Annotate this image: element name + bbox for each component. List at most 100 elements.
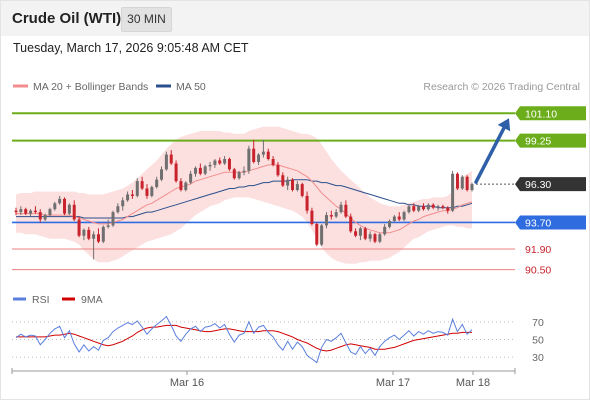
rsi-line bbox=[15, 315, 473, 364]
candle bbox=[130, 190, 134, 199]
candle bbox=[286, 176, 290, 190]
candle bbox=[281, 172, 285, 188]
candle bbox=[140, 176, 144, 190]
candle-body bbox=[121, 200, 125, 207]
candle-body bbox=[14, 210, 18, 213]
candle-body bbox=[358, 228, 362, 236]
candle-body bbox=[373, 234, 377, 242]
candle bbox=[324, 212, 328, 229]
candle-body bbox=[402, 212, 406, 220]
candle bbox=[397, 212, 401, 221]
candle-body bbox=[436, 206, 440, 208]
candle bbox=[334, 209, 338, 219]
candle bbox=[116, 203, 120, 214]
candle-body bbox=[237, 172, 241, 179]
ma50-line bbox=[16, 179, 473, 219]
candle bbox=[218, 157, 222, 165]
candle bbox=[291, 178, 295, 192]
timeframe-badge[interactable]: 30 MIN bbox=[121, 7, 172, 32]
candle bbox=[451, 170, 455, 213]
candle bbox=[14, 207, 18, 216]
candle bbox=[96, 228, 100, 244]
candle-body bbox=[106, 225, 110, 227]
candle-body bbox=[271, 159, 275, 165]
bollinger-band-area bbox=[16, 126, 472, 264]
candle bbox=[402, 210, 406, 221]
candle-body bbox=[315, 223, 319, 245]
candle-body bbox=[388, 220, 392, 227]
x-tick-label: Mar 17 bbox=[376, 377, 410, 389]
candle bbox=[189, 170, 193, 185]
candle-body bbox=[101, 226, 105, 242]
candle bbox=[470, 182, 474, 192]
candle bbox=[184, 181, 188, 192]
candle-body bbox=[169, 154, 173, 164]
ma20-legend-label: MA 20 + Bollinger Bands bbox=[33, 81, 148, 93]
candle bbox=[252, 139, 256, 164]
candle bbox=[213, 159, 217, 168]
rsi-legend: RSI 9MA bbox=[13, 294, 103, 306]
candle bbox=[295, 181, 299, 192]
candle-body bbox=[48, 209, 52, 216]
candle bbox=[455, 172, 459, 190]
candle-body bbox=[77, 219, 81, 236]
level-label-90.50: 90.50 bbox=[525, 265, 551, 277]
candle bbox=[111, 210, 115, 227]
candle-body bbox=[96, 234, 100, 242]
candle bbox=[349, 213, 353, 233]
research-credit: Research © 2026 Trading Central bbox=[423, 81, 580, 93]
candle bbox=[126, 191, 130, 202]
candle-body bbox=[412, 206, 416, 211]
candle bbox=[417, 204, 421, 213]
candle bbox=[87, 226, 91, 241]
candle bbox=[19, 206, 23, 216]
level-tag-99.25 bbox=[515, 133, 586, 148]
candle-body bbox=[155, 179, 159, 188]
candle-body bbox=[310, 210, 314, 224]
candle-body bbox=[203, 166, 207, 174]
rsi-y-axis: 70 50 30 bbox=[532, 317, 544, 364]
candle bbox=[344, 200, 348, 219]
candle-body bbox=[344, 204, 348, 217]
level-label-101.10: 101.10 bbox=[525, 108, 557, 120]
candle bbox=[29, 209, 33, 217]
rsi-lines bbox=[15, 315, 473, 364]
candle bbox=[169, 150, 173, 165]
ma50-legend-label: MA 50 bbox=[176, 81, 206, 93]
candle-body bbox=[232, 169, 236, 179]
candle bbox=[208, 161, 212, 171]
candle bbox=[242, 166, 246, 176]
candle-body bbox=[266, 151, 270, 160]
candle bbox=[63, 197, 67, 216]
candle bbox=[232, 167, 236, 180]
candle-body bbox=[179, 181, 183, 190]
candle-body bbox=[378, 234, 382, 242]
candle bbox=[407, 204, 411, 214]
candle-body bbox=[329, 215, 333, 217]
x-axis: Mar 16 Mar 17 Mar 18 bbox=[11, 368, 516, 389]
rsi-tick-70: 70 bbox=[532, 317, 544, 329]
candle bbox=[227, 157, 231, 171]
candle bbox=[460, 175, 464, 190]
candle-body bbox=[286, 179, 290, 186]
candle bbox=[465, 175, 469, 192]
candle bbox=[339, 201, 343, 214]
candle-body bbox=[324, 215, 328, 226]
arrow-head bbox=[497, 118, 511, 132]
candle bbox=[58, 195, 62, 205]
candle-body bbox=[257, 154, 261, 162]
candle-body bbox=[53, 203, 57, 210]
bollinger-bands bbox=[16, 126, 472, 264]
candle-body bbox=[421, 206, 425, 210]
level-labels: 101.10 99.25 96.30 93.70 91.90 90.50 bbox=[515, 106, 586, 277]
candle-body bbox=[193, 167, 197, 174]
candle bbox=[431, 203, 435, 210]
candle-body bbox=[116, 206, 120, 213]
candle-body bbox=[87, 229, 91, 239]
candle-body bbox=[29, 210, 33, 214]
candle bbox=[305, 191, 309, 214]
candle bbox=[53, 201, 57, 211]
candle bbox=[101, 225, 105, 244]
candle bbox=[67, 203, 71, 216]
